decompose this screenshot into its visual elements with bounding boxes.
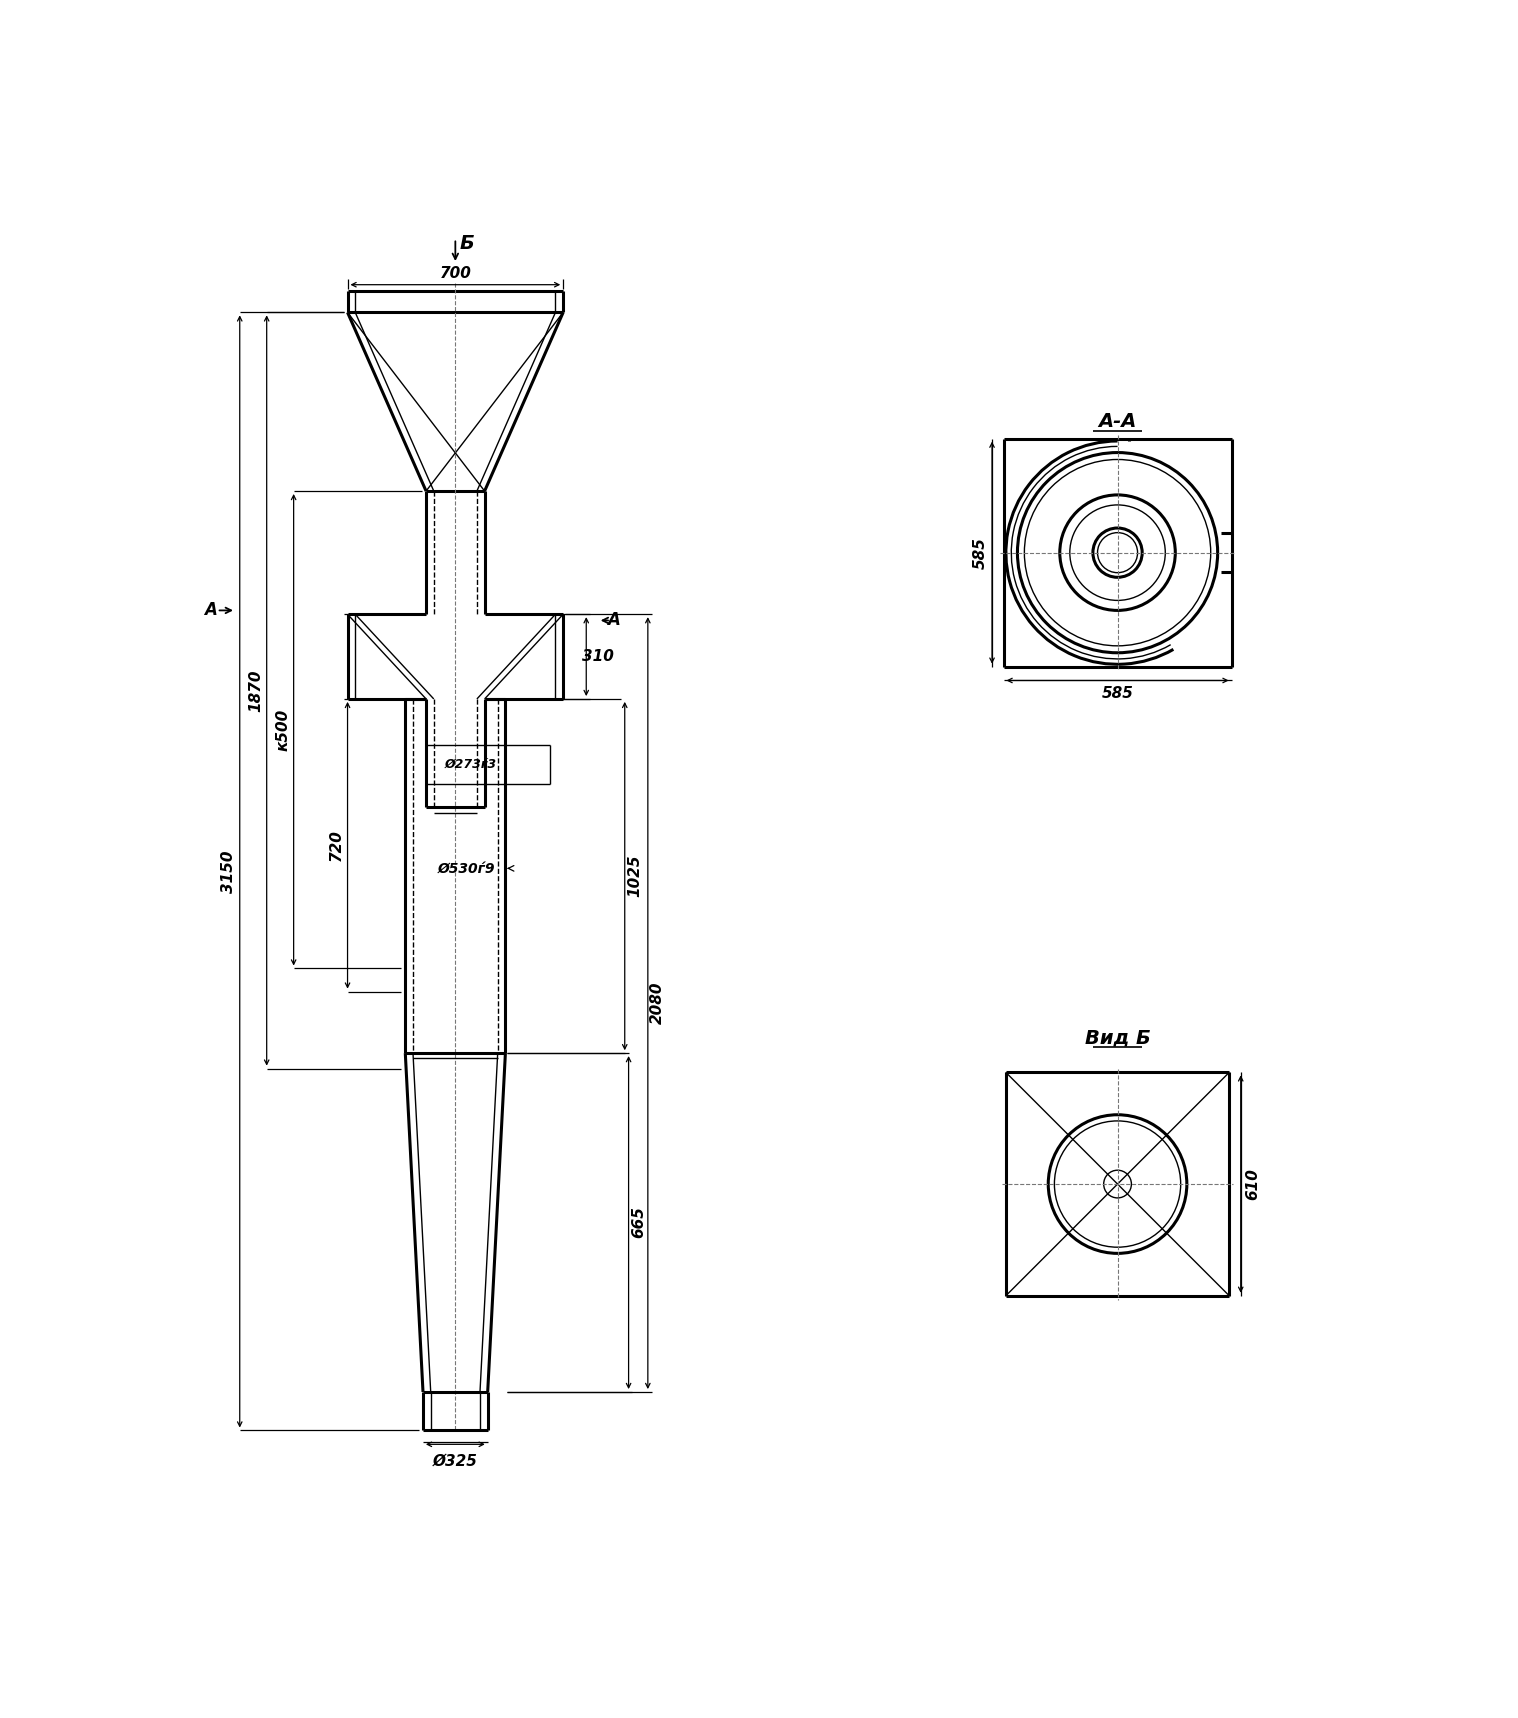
Text: 585: 585 [973, 536, 988, 569]
Text: к500: к500 [275, 708, 290, 751]
Text: 610: 610 [1245, 1168, 1260, 1199]
Text: Ø530ѓ9: Ø530ѓ9 [439, 861, 496, 876]
Text: 720: 720 [329, 830, 345, 861]
Text: Ø325: Ø325 [433, 1453, 478, 1469]
Text: Б: Б [460, 234, 474, 253]
Text: Вид Б: Вид Б [1084, 1029, 1151, 1048]
Text: Ø273ѓ3: Ø273ѓ3 [445, 758, 496, 771]
Text: 665: 665 [631, 1206, 647, 1239]
Text: А: А [607, 612, 619, 629]
Text: 2080: 2080 [650, 983, 665, 1024]
Text: 585: 585 [1102, 685, 1134, 701]
Text: 700: 700 [439, 266, 471, 280]
Text: 3150: 3150 [222, 850, 237, 893]
Text: 310: 310 [581, 649, 613, 665]
Text: 1870: 1870 [249, 670, 264, 711]
Text: 1025: 1025 [627, 856, 642, 897]
Text: А-А: А-А [1099, 412, 1137, 431]
Text: А: А [203, 601, 217, 620]
